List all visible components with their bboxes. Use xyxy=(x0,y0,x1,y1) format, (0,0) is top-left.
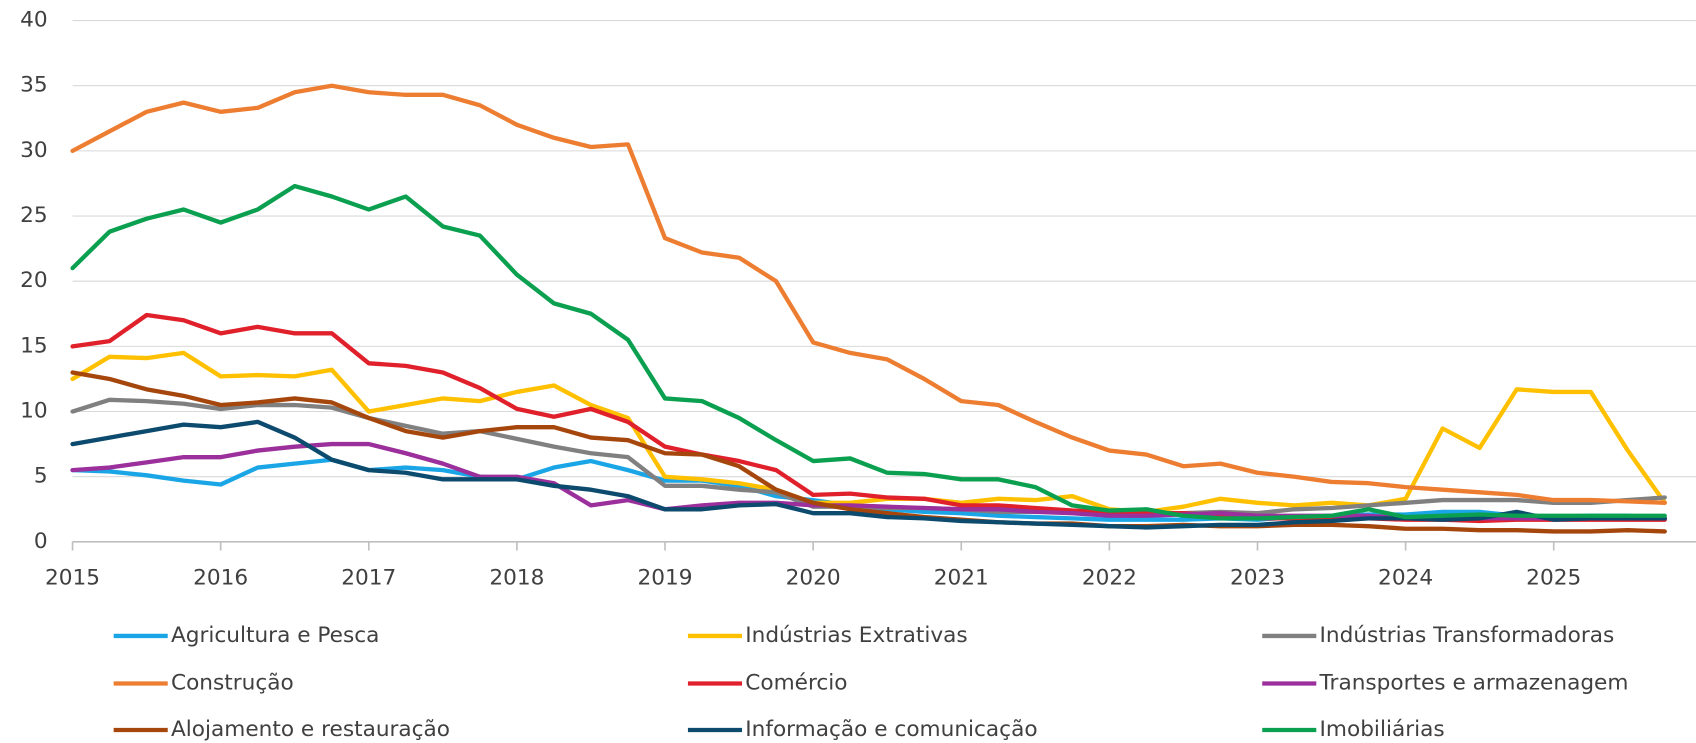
legend-item: Construção xyxy=(113,671,294,696)
x-tick-label: 2016 xyxy=(193,566,248,591)
series-line xyxy=(70,83,1667,505)
legend-label: Comércio xyxy=(745,671,847,696)
legend-label: Agricultura e Pesca xyxy=(171,623,379,648)
legend-item: Comércio xyxy=(687,671,848,696)
y-tick-label: 10 xyxy=(20,399,48,424)
y-tick-label: 30 xyxy=(20,138,48,163)
y-tick-label: 20 xyxy=(20,268,48,293)
legend-label: Informação e comunicação xyxy=(745,717,1037,742)
y-tick-label: 35 xyxy=(20,73,48,98)
x-tick-label: 2020 xyxy=(786,566,841,591)
legend-item: Transportes e armazenagem xyxy=(1262,671,1628,696)
series-line xyxy=(70,419,1667,530)
legend-label: Imobiliárias xyxy=(1320,717,1445,742)
y-tick-label: 40 xyxy=(20,8,48,33)
y-tick-label: 5 xyxy=(34,464,48,489)
x-tick-label: 2024 xyxy=(1378,566,1433,591)
legend-label: Alojamento e restauração xyxy=(171,717,450,742)
x-tick-label: 2025 xyxy=(1526,566,1581,591)
legend-label: Indústrias Extrativas xyxy=(745,623,967,648)
legend-item: Indústrias Transformadoras xyxy=(1262,623,1614,648)
y-tick-label: 15 xyxy=(20,333,48,358)
legend-label: Transportes e armazenagem xyxy=(1319,671,1629,696)
legend-item: Imobiliárias xyxy=(1262,717,1445,742)
x-tick-label: 2017 xyxy=(341,566,396,591)
legend-item: Alojamento e restauração xyxy=(113,717,450,742)
y-tick-label: 25 xyxy=(20,203,48,228)
x-tick-label: 2019 xyxy=(637,566,692,591)
x-tick-label: 2022 xyxy=(1082,566,1137,591)
series-line xyxy=(70,370,1667,534)
legend-item: Indústrias Extrativas xyxy=(687,623,968,648)
x-tick-label: 2021 xyxy=(934,566,989,591)
legend-item: Agricultura e Pesca xyxy=(113,623,379,648)
x-tick-label: 2018 xyxy=(489,566,544,591)
series-line xyxy=(70,441,1667,521)
legend-label: Indústrias Transformadoras xyxy=(1320,623,1615,648)
y-tick-label: 0 xyxy=(34,529,48,554)
series-line xyxy=(70,350,1667,515)
legend-label: Construção xyxy=(171,671,294,696)
series-line xyxy=(70,183,1667,521)
legend-item: Informação e comunicação xyxy=(687,717,1038,742)
x-tick-label: 2015 xyxy=(45,566,100,591)
x-tick-label: 2023 xyxy=(1230,566,1285,591)
